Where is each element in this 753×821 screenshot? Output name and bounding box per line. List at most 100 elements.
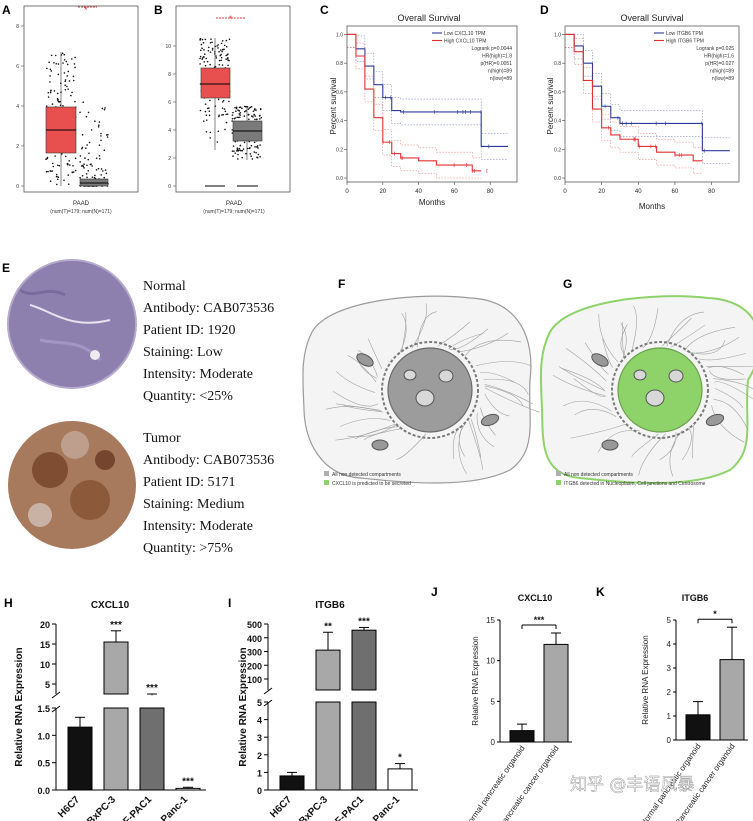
box-b-label: PAAD [226, 201, 243, 207]
data-point [204, 38, 207, 41]
ytick: 4 [667, 640, 672, 649]
panel-label-f: F [338, 277, 345, 291]
panel-label-d: D [540, 3, 549, 17]
data-point [98, 124, 100, 127]
data-point [201, 58, 204, 60]
data-point [210, 38, 212, 40]
data-point [66, 75, 69, 77]
data-point [65, 60, 68, 63]
category-label: CF-PAC1 [116, 794, 154, 821]
data-point [61, 52, 64, 55]
data-point [88, 141, 91, 144]
km-legend-stat: n(low)=89 [490, 76, 512, 82]
data-point [86, 144, 88, 146]
cell-fiber [457, 332, 509, 353]
ytick-upper: 20 [40, 620, 50, 630]
data-point [85, 173, 88, 175]
data-point [79, 161, 82, 163]
panel-label-k: K [596, 585, 605, 599]
cell-fiber [666, 311, 704, 347]
data-point [211, 47, 214, 50]
data-point [209, 131, 212, 134]
data-point [243, 141, 246, 144]
panel-label-e: E [2, 261, 10, 275]
data-point [225, 39, 228, 42]
data-point [104, 107, 106, 109]
data-point [202, 120, 205, 122]
data-point [100, 135, 102, 137]
data-point [103, 176, 106, 179]
cell-fiber [354, 426, 400, 440]
km-xtick: 0 [345, 189, 349, 195]
box-a-label: PAAD [73, 201, 90, 207]
data-point [203, 49, 205, 51]
km-ytick: 0.8 [336, 61, 343, 67]
data-point [49, 91, 52, 94]
km-ytick: 0.2 [554, 147, 561, 153]
data-point [224, 128, 226, 131]
data-point [204, 103, 207, 105]
cell-f-legend-2: CXCL10 is predicted to be secreted [332, 481, 411, 487]
km-ytick: 0.0 [554, 176, 561, 182]
cell-fiber [563, 400, 612, 412]
box-ytick: 0 [168, 184, 171, 190]
km-xtick: 80 [487, 189, 494, 195]
cell-fiber [325, 406, 383, 413]
km-xtick: 20 [379, 189, 386, 195]
data-point [105, 134, 108, 136]
data-point [45, 158, 47, 160]
bar [351, 629, 377, 691]
cell-fiber [448, 328, 489, 350]
km-ci-lower [347, 47, 482, 179]
km-ytick: 0.4 [336, 119, 343, 125]
chart-ylabel: Relative RNA Expression [238, 647, 249, 766]
km-ytick: 0.6 [554, 90, 561, 96]
data-point [201, 38, 204, 41]
data-point [243, 115, 246, 117]
data-point [220, 53, 222, 56]
data-point [234, 106, 236, 109]
data-point [233, 150, 235, 152]
ytick-upper: 10 [40, 660, 50, 670]
km-xtick: 60 [672, 189, 679, 195]
data-point [55, 175, 58, 178]
ytick-lower: 1.0 [37, 731, 50, 741]
data-point [53, 61, 55, 64]
bar [279, 775, 305, 791]
data-point [79, 111, 81, 114]
data-point [254, 115, 257, 117]
data-point [50, 89, 52, 92]
sig-label: *** [110, 620, 122, 631]
cell-diagram-g: All non detected compartments ITGB6 dete… [539, 295, 753, 487]
ytick-lower: 5 [257, 698, 262, 708]
data-point [254, 108, 256, 110]
cell-fiber [480, 371, 515, 383]
km-xtick: 40 [415, 189, 422, 195]
data-point [253, 151, 256, 153]
cell-g-legend-2: ITGB6 detected in Nucleoplasm, Cell junc… [564, 481, 706, 487]
data-point [200, 43, 203, 46]
data-point [228, 38, 231, 41]
ytick-lower: 1 [257, 768, 262, 778]
cell-fiber [336, 403, 382, 411]
data-point [49, 81, 51, 83]
data-point [47, 170, 49, 173]
km-legend-stat: HR(high)=1.6 [704, 54, 734, 60]
data-point [105, 172, 108, 175]
data-point [199, 49, 202, 52]
sig-label: *** [182, 776, 194, 787]
panel-label-i: I [228, 596, 231, 610]
data-point [79, 176, 81, 179]
data-point [103, 108, 106, 111]
data-point [219, 49, 222, 51]
data-point [72, 75, 75, 78]
data-point [50, 54, 53, 57]
data-point [72, 164, 74, 167]
data-point [87, 111, 90, 114]
data-point [259, 108, 262, 110]
ytick-upper: 15 [40, 640, 50, 650]
category-label: BxPC-3 [297, 794, 330, 821]
km-ytick: 1.0 [554, 32, 561, 38]
data-point [100, 174, 103, 176]
